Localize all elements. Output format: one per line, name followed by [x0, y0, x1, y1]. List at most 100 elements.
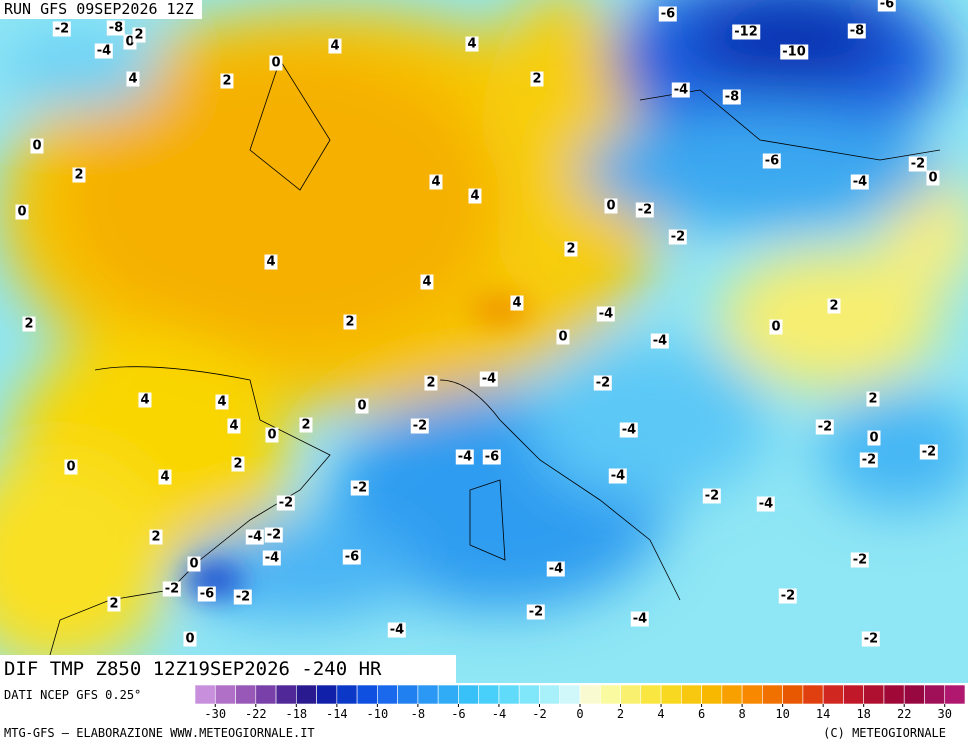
color-swatch — [843, 685, 864, 705]
contour-label: 0 — [269, 55, 283, 71]
color-swatch — [883, 685, 905, 705]
color-swatch — [802, 685, 824, 705]
tick-label: 6 — [698, 707, 705, 721]
contour-label: 2 — [22, 316, 36, 332]
tick-label: -14 — [326, 707, 348, 721]
tick-label: 10 — [775, 707, 789, 721]
credit-left: MTG-GFS — ELABORAZIONE WWW.METEOGIORNALE… — [4, 726, 315, 740]
color-swatch — [822, 685, 844, 705]
contour-label: 2 — [866, 391, 880, 407]
color-swatch — [458, 685, 479, 705]
tick-label: 22 — [897, 707, 911, 721]
tick-label: -10 — [367, 707, 389, 721]
contour-label: 0 — [187, 556, 201, 572]
tick-label: 18 — [856, 707, 870, 721]
contour-label: 0 — [556, 329, 570, 345]
contour-label: -2 — [815, 419, 835, 435]
color-swatch — [539, 685, 561, 705]
contour-label: -4 — [546, 561, 566, 577]
contour-label: 4 — [468, 188, 482, 204]
tick-label: 8 — [738, 707, 745, 721]
tick-label: -8 — [411, 707, 425, 721]
contour-label: 0 — [15, 204, 29, 220]
color-swatch — [863, 685, 885, 705]
color-swatch — [721, 685, 743, 705]
contour-label: 2 — [72, 167, 86, 183]
contour-label: 2 — [132, 27, 146, 43]
contour-label: 0 — [604, 198, 618, 214]
tick-label: 0 — [576, 707, 583, 721]
contour-label: -6 — [877, 0, 897, 12]
contour-label: -6 — [342, 549, 362, 565]
color-swatch — [640, 685, 662, 705]
color-swatch — [924, 685, 946, 705]
color-swatch — [660, 685, 682, 705]
color-swatch — [437, 685, 459, 705]
contour-label: 4 — [264, 254, 278, 270]
color-swatch — [214, 685, 236, 705]
contour-label: -4 — [671, 82, 691, 98]
contour-label: -2 — [850, 552, 870, 568]
contour-label: 2 — [564, 241, 578, 257]
color-swatch — [620, 685, 642, 705]
contour-label: -2 — [526, 604, 546, 620]
contour-label: 4 — [328, 38, 342, 54]
contour-label: -4 — [262, 550, 282, 566]
contour-label: -6 — [658, 6, 678, 22]
contour-label: -4 — [608, 468, 628, 484]
contour-label: -2 — [350, 480, 370, 496]
contour-label: -4 — [479, 371, 499, 387]
tick-label: -4 — [492, 707, 506, 721]
contour-label: -2 — [861, 631, 881, 647]
color-bar: -30 -22 -18 -14 -10 -8 -6 -4 -2 0 2 4 6 8 10 14 18 22 30 — [194, 685, 966, 721]
contour-label: -4 — [756, 496, 776, 512]
credit-right: (C) METEOGIORNALE — [823, 726, 946, 740]
contour-label: 2 — [424, 375, 438, 391]
color-swatch — [762, 685, 783, 705]
contour-label: -10 — [780, 44, 808, 60]
color-swatch — [559, 685, 581, 705]
contour-label: 4 — [465, 36, 479, 52]
contour-label: -2 — [52, 21, 72, 37]
contour-label: -2 — [919, 444, 939, 460]
color-swatch — [498, 685, 520, 705]
contour-label: -4 — [94, 43, 114, 59]
color-swatch — [377, 685, 398, 705]
color-swatch — [944, 685, 966, 705]
temperature-map — [0, 0, 968, 683]
contour-label: -2 — [276, 495, 296, 511]
contour-label: -2 — [908, 156, 928, 172]
color-swatch — [296, 685, 317, 705]
color-swatch — [579, 685, 601, 705]
contour-label: 0 — [769, 319, 783, 335]
contour-label: 0 — [64, 459, 78, 475]
contour-label: 4 — [510, 295, 524, 311]
contour-label: -2 — [162, 581, 182, 597]
tick-label: 30 — [938, 707, 952, 721]
contour-label: -6 — [197, 586, 217, 602]
legend-panel: DATI NCEP GFS 0.25° -30 -22 -18 -14 -10 -8 -6-… — [0, 683, 968, 745]
tick-label: -18 — [285, 707, 307, 721]
contour-label: -2 — [635, 202, 655, 218]
tick-label: 14 — [816, 707, 830, 721]
tick-label: -22 — [245, 707, 267, 721]
tick-label: -2 — [532, 707, 546, 721]
contour-label: 2 — [299, 417, 313, 433]
run-title: RUN GFS 09SEP2026 12Z — [0, 0, 202, 19]
color-swatch — [417, 685, 439, 705]
contour-label: 0 — [867, 430, 881, 446]
color-swatch — [194, 685, 216, 705]
color-swatch — [397, 685, 419, 705]
contour-label: -4 — [596, 306, 616, 322]
contour-label: -2 — [668, 229, 688, 245]
contour-label: 4 — [420, 274, 434, 290]
color-swatch — [599, 685, 621, 705]
color-swatch — [275, 685, 297, 705]
contour-label: 4 — [126, 71, 140, 87]
color-swatch — [701, 685, 723, 705]
contour-label: -4 — [619, 422, 639, 438]
contour-label: -4 — [630, 611, 650, 627]
contour-label: -2 — [778, 588, 798, 604]
color-swatch — [356, 685, 378, 705]
